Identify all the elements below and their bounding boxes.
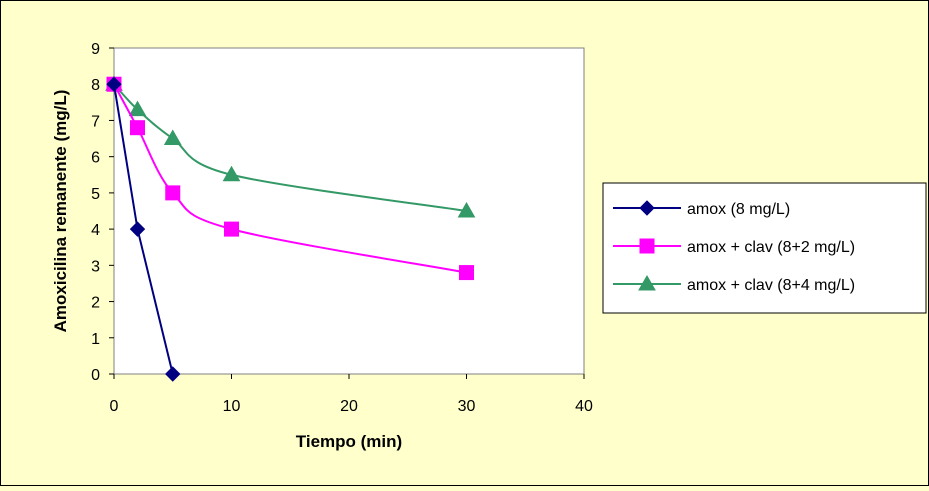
series-1 (106, 76, 181, 382)
legend-marker (639, 200, 655, 216)
data-point (224, 221, 239, 237)
data-point (128, 100, 147, 117)
data-point (459, 265, 474, 281)
series-3 (105, 75, 476, 218)
x-tick-label: 0 (110, 398, 119, 415)
y-tick-label: 6 (91, 150, 100, 167)
series-2 (106, 76, 474, 281)
legend-item: amox (8 mg/L) (613, 200, 790, 218)
legend-label: amox + clav (8+4 mg/L) (687, 277, 855, 294)
y-tick-label: 3 (91, 258, 100, 275)
legend-marker (638, 274, 656, 291)
y-tick-label: 7 (91, 113, 100, 130)
data-point (222, 165, 241, 182)
x-tick-label: 40 (575, 398, 593, 415)
data-point (106, 76, 122, 92)
x-axis-title: Tiempo (min) (296, 432, 402, 451)
legend-item: amox + clav (8+2 mg/L) (613, 238, 855, 256)
y-tick-label: 2 (91, 295, 100, 312)
data-point (165, 185, 181, 201)
data-point (165, 366, 181, 382)
legend: amox (8 mg/L) amox + clav (8+2 mg/L) amox … (613, 200, 855, 294)
legend-label: amox (8 mg/L) (687, 201, 790, 218)
legend-box (602, 182, 927, 314)
x-tick-label: 30 (458, 398, 476, 415)
data-point (130, 120, 145, 136)
data-point (129, 221, 146, 237)
data-point (163, 129, 182, 146)
legend-item: amox + clav (8+4 mg/L) (613, 274, 855, 294)
y-tick-label: 5 (91, 186, 100, 203)
y-axis-title: Amoxicilina remanente (mg/L) (51, 90, 70, 333)
plot-area (113, 47, 585, 375)
data-point (457, 201, 476, 218)
legend-label: amox + clav (8+2 mg/L) (687, 239, 855, 256)
x-tick-label: 10 (223, 398, 241, 415)
legend-marker (639, 238, 655, 254)
y-tick-label: 4 (91, 222, 100, 239)
y-tick-label: 0 (91, 367, 100, 384)
x-tick-label: 20 (340, 398, 358, 415)
axis-ticks: 0 1 2 3 4 5 6 7 8 9 0 10 20 30 40 (91, 41, 593, 415)
y-tick-label: 8 (91, 77, 100, 94)
y-tick-label: 1 (91, 331, 100, 348)
series-layer (105, 75, 476, 382)
y-tick-label: 9 (91, 41, 100, 58)
